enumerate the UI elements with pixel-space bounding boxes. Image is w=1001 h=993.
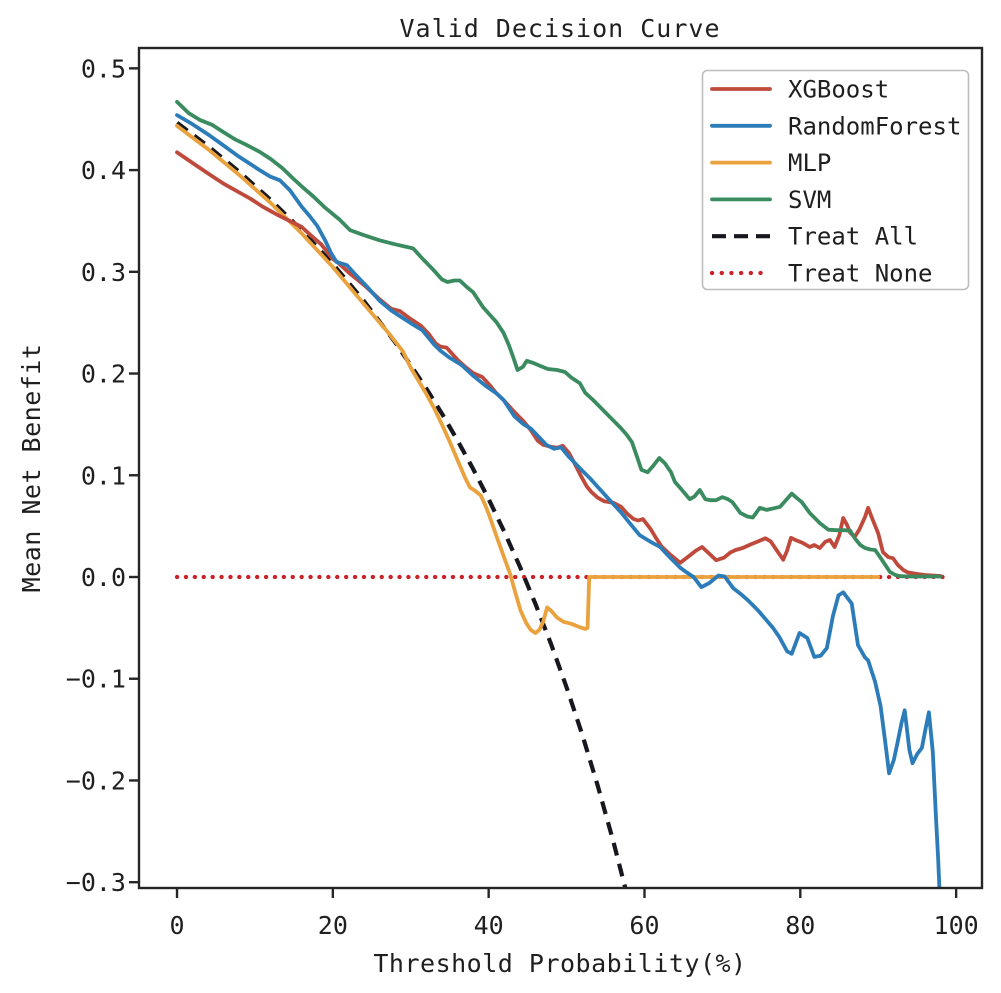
series-treat-all-line	[175, 121, 628, 888]
series-randomforest-line	[175, 113, 942, 888]
legend: XGBoost RandomForest MLP SVM Treat All Treat …	[701, 69, 970, 291]
y-tick-label: 0.4	[81, 156, 126, 185]
legend-mlp-label: MLP	[788, 149, 831, 177]
y-tick-label: −0.2	[66, 766, 126, 795]
legend-randomforest-label: RandomForest	[788, 112, 961, 140]
series-mlp-line	[175, 123, 881, 635]
plot-series	[174, 100, 948, 888]
legend-treat-none-label: Treat None	[788, 260, 933, 288]
chart-title: Valid Decision Curve	[399, 14, 720, 43]
y-tick-label: −0.3	[66, 868, 126, 897]
y-tick-label: 0.5	[81, 54, 126, 83]
legend-treat-all-label: Treat All	[788, 223, 918, 251]
x-tick-label: 40	[474, 911, 504, 940]
x-tick-label: 20	[318, 911, 348, 940]
plot-border	[137, 46, 984, 890]
legend-svm-label: SVM	[788, 186, 831, 214]
x-tick-label: 100	[934, 911, 979, 940]
x-axis-label: Threshold Probability(%)	[373, 949, 746, 978]
y-tick-label: 0.0	[81, 563, 126, 592]
y-tick-label: 0.1	[81, 461, 126, 490]
x-tick-label: 80	[785, 911, 815, 940]
y-tick-label: 0.3	[81, 258, 126, 287]
series-svm-line	[175, 100, 943, 579]
y-tick-label: 0.2	[81, 360, 126, 389]
legend-xgboost-label: XGBoost	[788, 76, 889, 104]
x-tick-label: 60	[629, 911, 659, 940]
axis-ticks: 0 20 40 60 80 100 0.5 0.4 0.3 0.2 0.1 0.0 −0.1 −0.2 −0…	[66, 54, 979, 940]
x-tick-label: 0	[169, 911, 184, 940]
y-tick-label: −0.1	[66, 665, 126, 694]
y-axis-label: Mean Net Benefit	[17, 344, 46, 593]
